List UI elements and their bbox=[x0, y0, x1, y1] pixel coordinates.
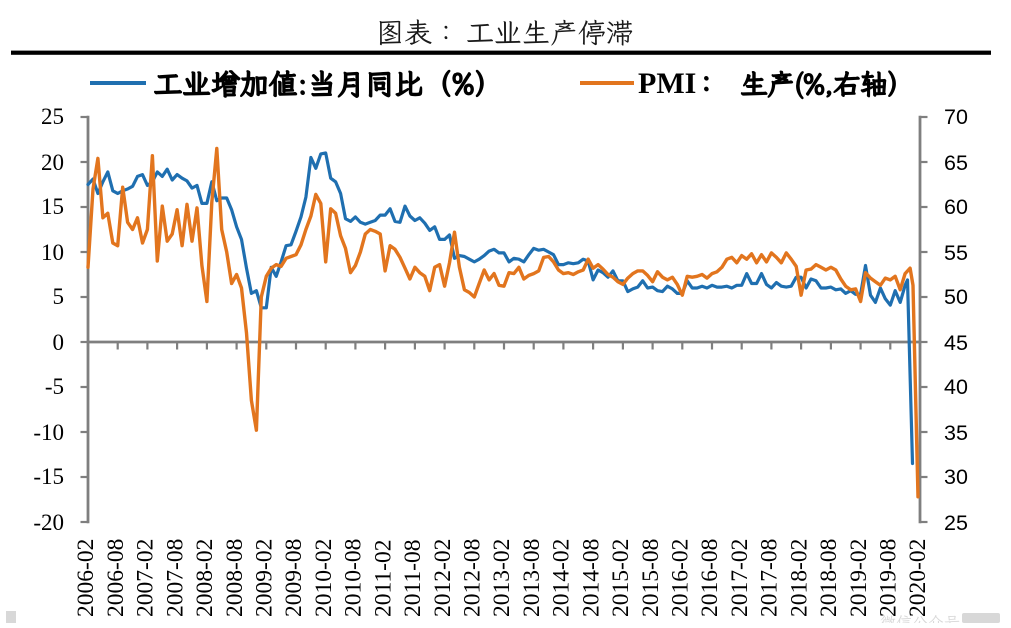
svg-text:20: 20 bbox=[41, 150, 64, 175]
svg-text:2012-02: 2012-02 bbox=[430, 539, 456, 617]
svg-text:2010-02: 2010-02 bbox=[311, 539, 337, 617]
svg-text:2017-02: 2017-02 bbox=[727, 539, 753, 617]
svg-text:2011-02: 2011-02 bbox=[370, 540, 396, 617]
svg-text:25: 25 bbox=[41, 104, 64, 129]
svg-text:2014-08: 2014-08 bbox=[578, 539, 604, 617]
svg-text:-10: -10 bbox=[33, 420, 64, 445]
svg-text:5: 5 bbox=[53, 284, 65, 309]
svg-text:2015-08: 2015-08 bbox=[638, 539, 664, 617]
svg-text:2016-08: 2016-08 bbox=[697, 539, 723, 617]
svg-text:-20: -20 bbox=[33, 510, 64, 535]
svg-text:50: 50 bbox=[944, 285, 968, 309]
svg-text:2006-02: 2006-02 bbox=[73, 539, 99, 617]
svg-text:2006-08: 2006-08 bbox=[103, 539, 129, 617]
svg-text:2010-08: 2010-08 bbox=[341, 539, 367, 617]
svg-text:55: 55 bbox=[944, 241, 968, 265]
svg-text:2013-08: 2013-08 bbox=[519, 539, 545, 617]
svg-text:2019-08: 2019-08 bbox=[876, 539, 902, 617]
svg-text:2008-02: 2008-02 bbox=[192, 539, 218, 617]
svg-text:2018-02: 2018-02 bbox=[786, 539, 812, 617]
svg-text:2007-08: 2007-08 bbox=[162, 539, 188, 617]
svg-text:2009-08: 2009-08 bbox=[281, 539, 307, 617]
svg-text:2014-02: 2014-02 bbox=[549, 539, 575, 617]
svg-text:2007-02: 2007-02 bbox=[133, 539, 159, 617]
svg-text:2013-02: 2013-02 bbox=[489, 539, 515, 617]
svg-text:70: 70 bbox=[944, 105, 968, 129]
svg-text:2017-08: 2017-08 bbox=[757, 539, 783, 617]
svg-text:-5: -5 bbox=[45, 374, 64, 399]
svg-text:30: 30 bbox=[944, 465, 968, 489]
svg-text:2020-02: 2020-02 bbox=[905, 539, 931, 617]
svg-text:60: 60 bbox=[944, 195, 968, 219]
svg-text:25: 25 bbox=[944, 511, 968, 535]
svg-text:15: 15 bbox=[41, 194, 64, 219]
svg-text:40: 40 bbox=[944, 375, 968, 399]
svg-text:2009-02: 2009-02 bbox=[252, 539, 278, 617]
svg-text:2019-02: 2019-02 bbox=[846, 539, 872, 617]
svg-text:45: 45 bbox=[944, 331, 968, 355]
svg-text:2016-02: 2016-02 bbox=[668, 539, 694, 617]
svg-text:2012-08: 2012-08 bbox=[460, 539, 486, 617]
svg-text:0: 0 bbox=[53, 330, 65, 355]
svg-text:-15: -15 bbox=[33, 464, 64, 489]
svg-text:35: 35 bbox=[944, 421, 968, 445]
svg-text:2015-02: 2015-02 bbox=[608, 539, 634, 617]
svg-text:2018-08: 2018-08 bbox=[816, 539, 842, 617]
svg-text:2011-08: 2011-08 bbox=[400, 540, 426, 617]
svg-text:65: 65 bbox=[944, 151, 968, 175]
svg-text:PMI: PMI bbox=[638, 67, 696, 100]
svg-text:2008-08: 2008-08 bbox=[222, 539, 248, 617]
svg-text:10: 10 bbox=[41, 240, 64, 265]
